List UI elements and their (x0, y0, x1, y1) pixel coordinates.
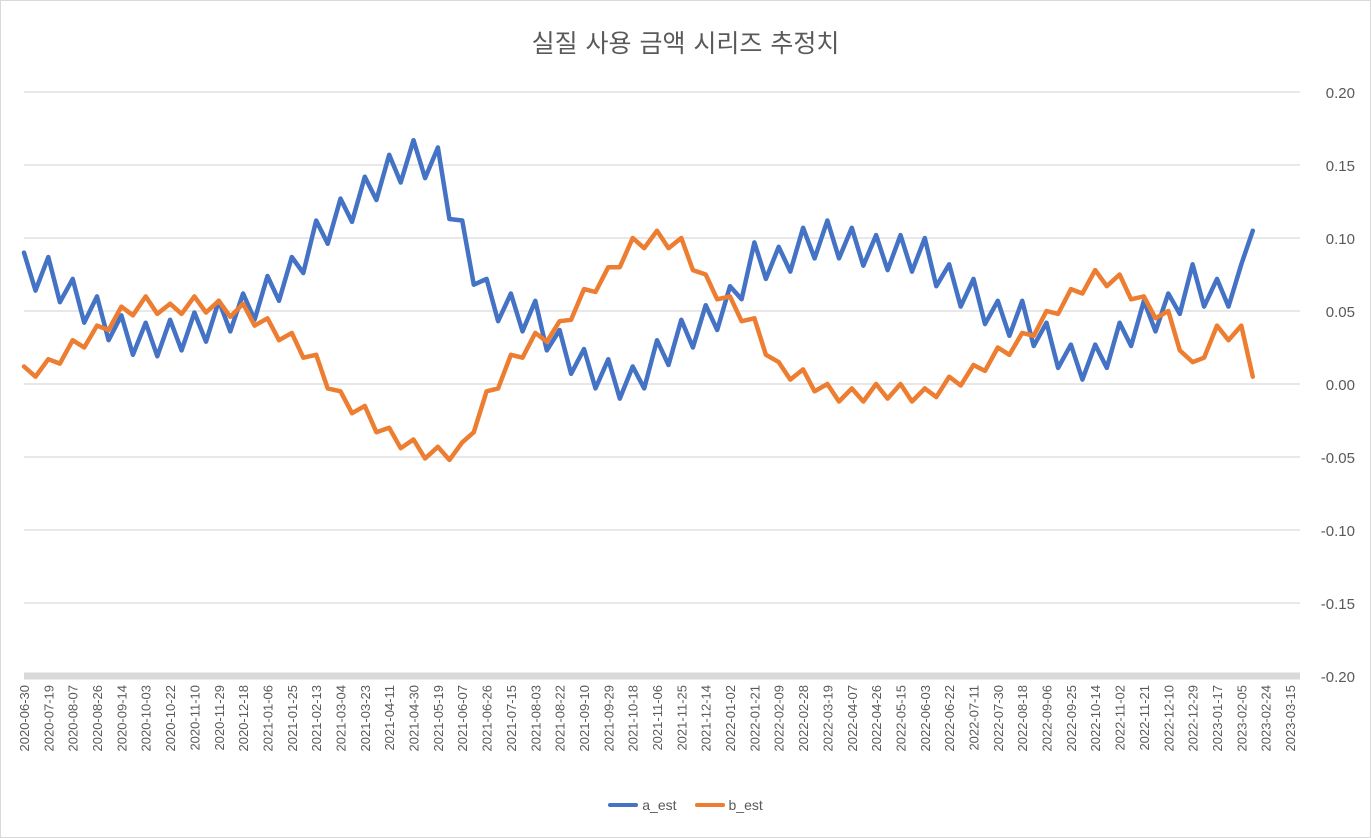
x-tick-label: 2022-09-06 (1040, 685, 1055, 752)
x-tick-label: 2022-02-09 (772, 685, 787, 752)
x-tick-label: 2021-02-13 (309, 685, 324, 752)
x-tick-label: 2021-04-30 (407, 685, 422, 752)
x-tick-label: 2021-06-26 (480, 685, 495, 752)
x-tick-label: 2021-08-03 (528, 685, 543, 752)
x-tick-label: 2022-02-28 (796, 685, 811, 752)
legend-label-a-est: a_est (642, 797, 677, 813)
x-tick-label: 2022-07-30 (991, 685, 1006, 752)
x-tick-label: 2022-12-10 (1161, 685, 1176, 752)
legend-swatch-b-est (694, 803, 725, 807)
legend-swatch-a-est (608, 803, 639, 807)
x-tick-label: 2022-11-02 (1113, 685, 1128, 751)
x-tick-label: 2021-03-04 (334, 685, 349, 752)
x-tick-label: 2020-10-22 (163, 685, 178, 752)
x-tick-label: 2021-09-10 (577, 685, 592, 752)
x-tick-label: 2021-12-14 (699, 685, 714, 752)
x-tick-label: 2022-04-07 (845, 685, 860, 752)
y-tick-label: 0.05 (1326, 304, 1355, 321)
x-tick-label: 2022-10-14 (1088, 685, 1103, 752)
x-tick-label: 2022-06-03 (918, 685, 933, 752)
x-tick-label: 2020-08-26 (90, 685, 105, 752)
x-tick-label: 2023-03-15 (1283, 685, 1298, 752)
x-tick-label: 2022-08-18 (1015, 685, 1030, 752)
x-tick-label: 2021-11-06 (650, 685, 665, 751)
y-tick-label: -0.20 (1321, 669, 1355, 686)
x-tick-label: 2022-11-21 (1137, 685, 1152, 751)
x-tick-label: 2021-11-25 (674, 685, 689, 751)
x-tick-label: 2022-09-25 (1064, 685, 1079, 752)
y-tick-label: -0.10 (1321, 523, 1355, 540)
x-tick-label: 2021-09-29 (601, 685, 616, 752)
x-tick-label: 2022-03-19 (820, 685, 835, 752)
y-tick-label: 0.00 (1326, 377, 1355, 394)
x-tick-label: 2023-02-05 (1234, 685, 1249, 752)
series-line-a-est (21, 137, 1256, 401)
x-tick-label: 2022-01-02 (723, 685, 738, 752)
legend: a_est b_est (0, 797, 1371, 813)
x-tick-label: 2020-09-14 (114, 685, 129, 752)
x-tick-label: 2022-01-21 (747, 685, 762, 752)
legend-label-b-est: b_est (728, 797, 763, 813)
x-tick-label: 2020-08-07 (66, 685, 81, 752)
y-tick-label: 0.15 (1326, 158, 1355, 175)
x-tick-label: 2021-01-06 (260, 685, 275, 752)
x-tick-label: 2020-07-19 (41, 685, 56, 752)
legend-item-a-est: a_est (608, 797, 677, 813)
chart-title: 실질 사용 금액 시리즈 추정치 (531, 29, 840, 58)
x-tick-label: 2021-07-15 (504, 685, 519, 752)
x-tick-label: 2020-11-10 (187, 685, 202, 751)
x-tick-label: 2020-10-03 (139, 685, 154, 752)
x-tick-label: 2022-12-29 (1186, 685, 1201, 752)
x-tick-label: 2021-10-18 (626, 685, 641, 752)
x-tick-label: 2022-06-22 (942, 685, 957, 752)
legend-item-b-est: b_est (694, 797, 763, 813)
x-tick-label: 2023-01-17 (1210, 685, 1225, 752)
x-tick-label: 2022-05-15 (893, 685, 908, 752)
x-tick-label: 2023-02-24 (1259, 685, 1274, 752)
x-tick-label: 2022-04-26 (869, 685, 884, 752)
y-tick-label: 0.10 (1326, 231, 1355, 248)
x-tick-label: 2022-07-11 (967, 685, 982, 751)
y-tick-label: 0.20 (1326, 85, 1355, 102)
y-tick-label: -0.05 (1321, 450, 1355, 467)
x-tick-label: 2021-08-22 (553, 685, 568, 752)
x-tick-label: 2020-11-29 (212, 685, 227, 751)
x-tick-label: 2021-04-11 (382, 685, 397, 751)
y-tick-label: -0.15 (1321, 596, 1355, 613)
x-tick-label: 2020-12-18 (236, 685, 251, 752)
series-line-b-est (21, 228, 1256, 463)
x-tick-label: 2021-06-07 (455, 685, 470, 752)
x-tick-label: 2021-03-23 (358, 685, 373, 752)
x-tick-label: 2021-01-25 (285, 685, 300, 752)
x-tick-label: 2020-06-30 (17, 685, 32, 752)
x-tick-label: 2021-05-19 (431, 685, 446, 752)
